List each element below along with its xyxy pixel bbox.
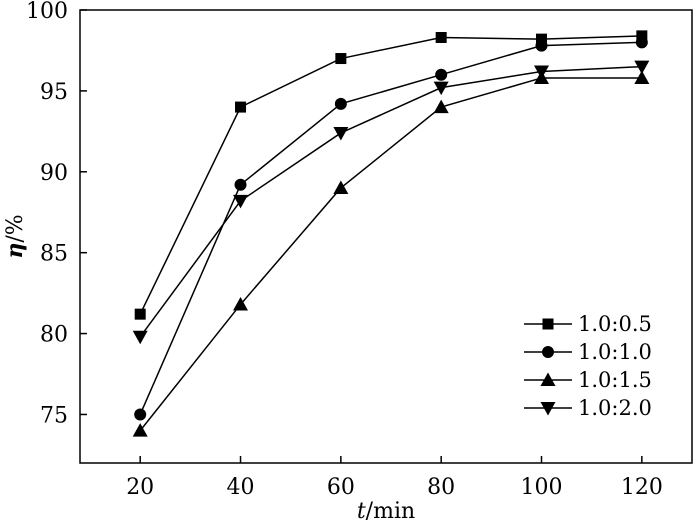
data-point bbox=[435, 68, 448, 81]
legend-item: 1.0:0.5 bbox=[524, 312, 652, 336]
x-axis-variable: t bbox=[357, 499, 366, 524]
x-tick-label: 60 bbox=[327, 475, 355, 500]
data-point bbox=[235, 101, 247, 113]
series-1-0-0-5 bbox=[134, 30, 648, 320]
y-axis-unit: /% bbox=[3, 214, 28, 242]
data-point bbox=[132, 330, 148, 345]
series-1-0-2-0 bbox=[132, 60, 650, 345]
legend-marker bbox=[542, 318, 554, 330]
data-point bbox=[334, 97, 347, 110]
legend-item: 1.0:1.5 bbox=[524, 368, 652, 392]
data-point bbox=[333, 180, 349, 194]
x-tick-label: 100 bbox=[521, 475, 563, 500]
data-point bbox=[636, 30, 648, 42]
y-tick-label: 100 bbox=[26, 0, 68, 24]
data-point bbox=[534, 65, 550, 79]
data-point bbox=[233, 194, 249, 209]
data-point bbox=[433, 81, 449, 96]
legend-label: 1.0:2.0 bbox=[578, 396, 652, 420]
plot-frame bbox=[79, 9, 693, 464]
data-point bbox=[333, 126, 349, 141]
series-1-0-1-0 bbox=[134, 36, 648, 421]
data-point bbox=[435, 32, 447, 44]
x-axis-unit: /min bbox=[366, 499, 415, 524]
legend: 1.0:0.5 1.0:1.0 1.0:1.5 1.0:2.0 bbox=[524, 312, 652, 420]
y-tick-label: 80 bbox=[40, 323, 68, 348]
series-layer bbox=[132, 30, 650, 437]
y-axis-variable: η bbox=[2, 243, 28, 259]
data-point bbox=[634, 60, 650, 75]
legend-item: 1.0:1.0 bbox=[524, 340, 652, 364]
data-point bbox=[433, 99, 449, 114]
axis-ticks: 20 40 60 80 100 120 75 80 85 90 95 100 bbox=[26, 0, 663, 500]
y-axis-label: η/% bbox=[2, 214, 28, 258]
y-tick-label: 95 bbox=[40, 80, 68, 105]
data-point bbox=[134, 308, 146, 320]
legend-marker bbox=[542, 346, 554, 358]
legend-label: 1.0:1.0 bbox=[578, 340, 652, 364]
x-tick-label: 120 bbox=[621, 475, 663, 500]
y-tick-label: 75 bbox=[40, 403, 68, 428]
series-line bbox=[139, 41, 642, 415]
data-point bbox=[234, 178, 247, 191]
data-point bbox=[634, 70, 650, 84]
x-tick-label: 80 bbox=[427, 475, 455, 500]
x-tick-label: 40 bbox=[227, 475, 255, 500]
data-point bbox=[536, 33, 548, 45]
data-point bbox=[535, 39, 548, 52]
legend-marker bbox=[540, 372, 556, 386]
data-point bbox=[233, 296, 249, 311]
data-point bbox=[335, 53, 347, 65]
legend-label: 1.0:1.5 bbox=[578, 368, 652, 392]
series-line bbox=[139, 65, 642, 338]
legend-item: 1.0:2.0 bbox=[524, 396, 652, 420]
series-line bbox=[139, 35, 642, 315]
y-tick-label: 90 bbox=[40, 161, 68, 186]
data-point bbox=[134, 408, 147, 421]
x-tick-label: 20 bbox=[126, 475, 154, 500]
legend-label: 1.0:0.5 bbox=[578, 312, 652, 336]
series-line bbox=[139, 77, 642, 432]
x-axis-label: t/min bbox=[357, 499, 415, 524]
data-point bbox=[132, 423, 148, 437]
data-point bbox=[635, 36, 648, 49]
y-tick-label: 85 bbox=[40, 242, 68, 267]
legend-marker bbox=[540, 402, 556, 416]
